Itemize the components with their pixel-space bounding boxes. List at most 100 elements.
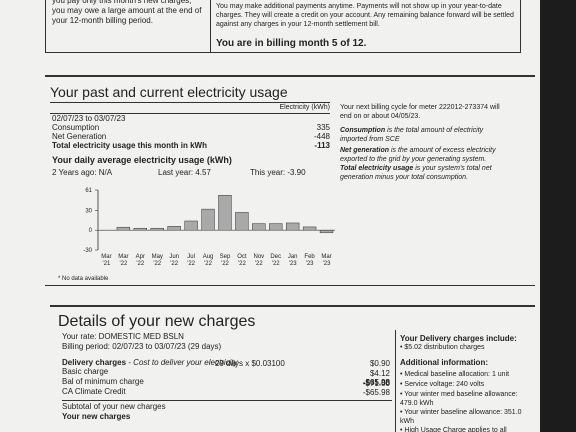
section-rule <box>50 305 535 307</box>
include-header: Your Delivery charges include: <box>400 334 517 343</box>
billing-month: You are in billing month 5 of 12. <box>216 38 367 49</box>
usage-chart: 61300-30Mar'21Mar'22Apr'22May'22Jun'22Ju… <box>83 188 335 267</box>
row-value: 335 <box>316 123 330 132</box>
charge-label: Bal of minimum charge <box>62 377 144 386</box>
term: Total electricity usage <box>340 165 414 172</box>
notice-left: you pay only this month's new charges, y… <box>52 0 202 25</box>
x-tick-label: May <box>152 254 163 260</box>
x-tick-label: Jan <box>288 254 298 260</box>
bar <box>167 226 181 231</box>
daily-title: Your daily average electricity usage (kW… <box>52 155 232 165</box>
x-tick-label: '23 <box>323 261 331 267</box>
row-value: -113 <box>314 141 330 150</box>
row-label: Total electricity usage this month in kW… <box>52 141 207 150</box>
usage-title: Your past and current electricity usage <box>50 84 288 100</box>
bar <box>252 223 266 231</box>
x-tick-label: '22 <box>255 261 263 267</box>
x-tick-label: Oct <box>237 254 247 260</box>
x-tick-label: '22 <box>204 261 212 267</box>
bar <box>235 212 249 231</box>
subtotal-label: Subtotal of your new charges <box>62 402 166 411</box>
background <box>540 0 576 432</box>
notice-right: You may make additional payments anytime… <box>216 3 514 28</box>
paper: you pay only this month's new charges, y… <box>0 0 540 432</box>
total-label: Your new charges <box>62 412 131 421</box>
label: Delivery charges <box>62 358 127 367</box>
def: Net generation is the amount of excess e… <box>340 146 510 164</box>
x-tick-label: Sep <box>220 254 231 260</box>
bar <box>150 227 164 231</box>
charge-detail: 29 days x $0.03100 <box>215 359 285 368</box>
bar <box>319 229 334 234</box>
total: -$65.98 <box>362 378 390 387</box>
bar <box>116 226 131 231</box>
x-tick-label: '22 <box>187 261 195 267</box>
row-label: Net Generation <box>52 132 107 141</box>
x-tick-label: '22 <box>136 261 144 267</box>
x-tick-label: Dec <box>270 254 281 260</box>
y-tick-label: 30 <box>85 208 92 214</box>
row-label: Consumption <box>52 123 100 132</box>
rule <box>50 113 330 114</box>
term: Consumption <box>340 127 386 134</box>
x-tick-label: '21 <box>103 261 111 267</box>
bar <box>184 220 198 231</box>
x-tick-label: Jul <box>187 254 195 260</box>
def: Total electricity usage is your system's… <box>340 164 510 182</box>
x-tick-label: '22 <box>221 261 229 267</box>
bar <box>269 223 283 231</box>
x-tick-label: Mar <box>101 254 111 260</box>
def-text: is your system's total net generation mi… <box>340 165 492 181</box>
info-header: Additional information: <box>400 358 488 367</box>
rule <box>50 102 330 103</box>
x-tick-label: '22 <box>153 261 161 267</box>
box-divider <box>210 0 211 52</box>
next-cycle: Your next billing cycle for meter 222012… <box>340 104 500 120</box>
row-value: -448 <box>313 132 330 141</box>
x-tick-label: '22 <box>119 261 127 267</box>
box-border <box>45 0 46 52</box>
x-tick-label: Apr <box>136 254 145 260</box>
bar <box>201 208 215 231</box>
charge-amount: $0.90 <box>369 359 390 368</box>
subtotal: -$65.98 <box>362 388 390 397</box>
section-rule <box>45 75 535 77</box>
x-tick-label: Jun <box>169 254 179 260</box>
footnote: * No data available <box>58 276 109 282</box>
info-item: • Your winter baseline allowance: 351.0 … <box>400 409 522 425</box>
comparison: This year: -3.90 <box>250 168 306 177</box>
box-border <box>520 0 521 52</box>
charge-amount: -$71.00 <box>362 379 390 388</box>
x-tick-label: Feb <box>304 254 315 260</box>
period: 02/07/23 to 03/07/23 <box>52 114 126 123</box>
bar <box>285 222 300 231</box>
comparison: 2 Years ago: N/A <box>52 168 113 177</box>
def-text: is the amount of excess electricity expo… <box>340 147 496 163</box>
bar <box>302 226 317 231</box>
x-tick-label: '22 <box>238 261 246 267</box>
include-item: • $5.02 distribution charges <box>400 344 485 351</box>
x-tick-label: '22 <box>170 261 178 267</box>
info-item: • High Usage Charge applies to all <box>400 427 507 432</box>
x-tick-label: '23 <box>306 261 314 267</box>
rate: Your rate: DOMESTIC MED BSLN <box>62 332 184 341</box>
bar <box>133 227 148 231</box>
x-tick-label: '23 <box>289 261 297 267</box>
x-tick-label: Mar <box>321 254 331 260</box>
y-tick-label: 61 <box>85 188 92 194</box>
term: Net generation <box>340 147 390 154</box>
x-tick-label: Nov <box>253 254 264 260</box>
x-tick-label: Mar <box>118 254 128 260</box>
info-item: • Your winter med baseline allowance: 47… <box>400 391 518 407</box>
divider <box>395 330 396 432</box>
column-header: Electricity (kWh) <box>279 104 330 111</box>
charge-label: Basic charge <box>62 367 109 376</box>
charge-label: CA Climate Credit <box>62 387 126 396</box>
box-border <box>45 52 521 53</box>
y-tick-label: -30 <box>83 248 92 254</box>
delivery-header: Delivery charges - Cost to deliver your … <box>62 358 238 367</box>
billing-period: Billing period: 02/07/23 to 03/07/23 (29… <box>62 342 222 351</box>
x-tick-label: Aug <box>203 254 214 260</box>
comparison: Last year: 4.57 <box>158 168 211 177</box>
